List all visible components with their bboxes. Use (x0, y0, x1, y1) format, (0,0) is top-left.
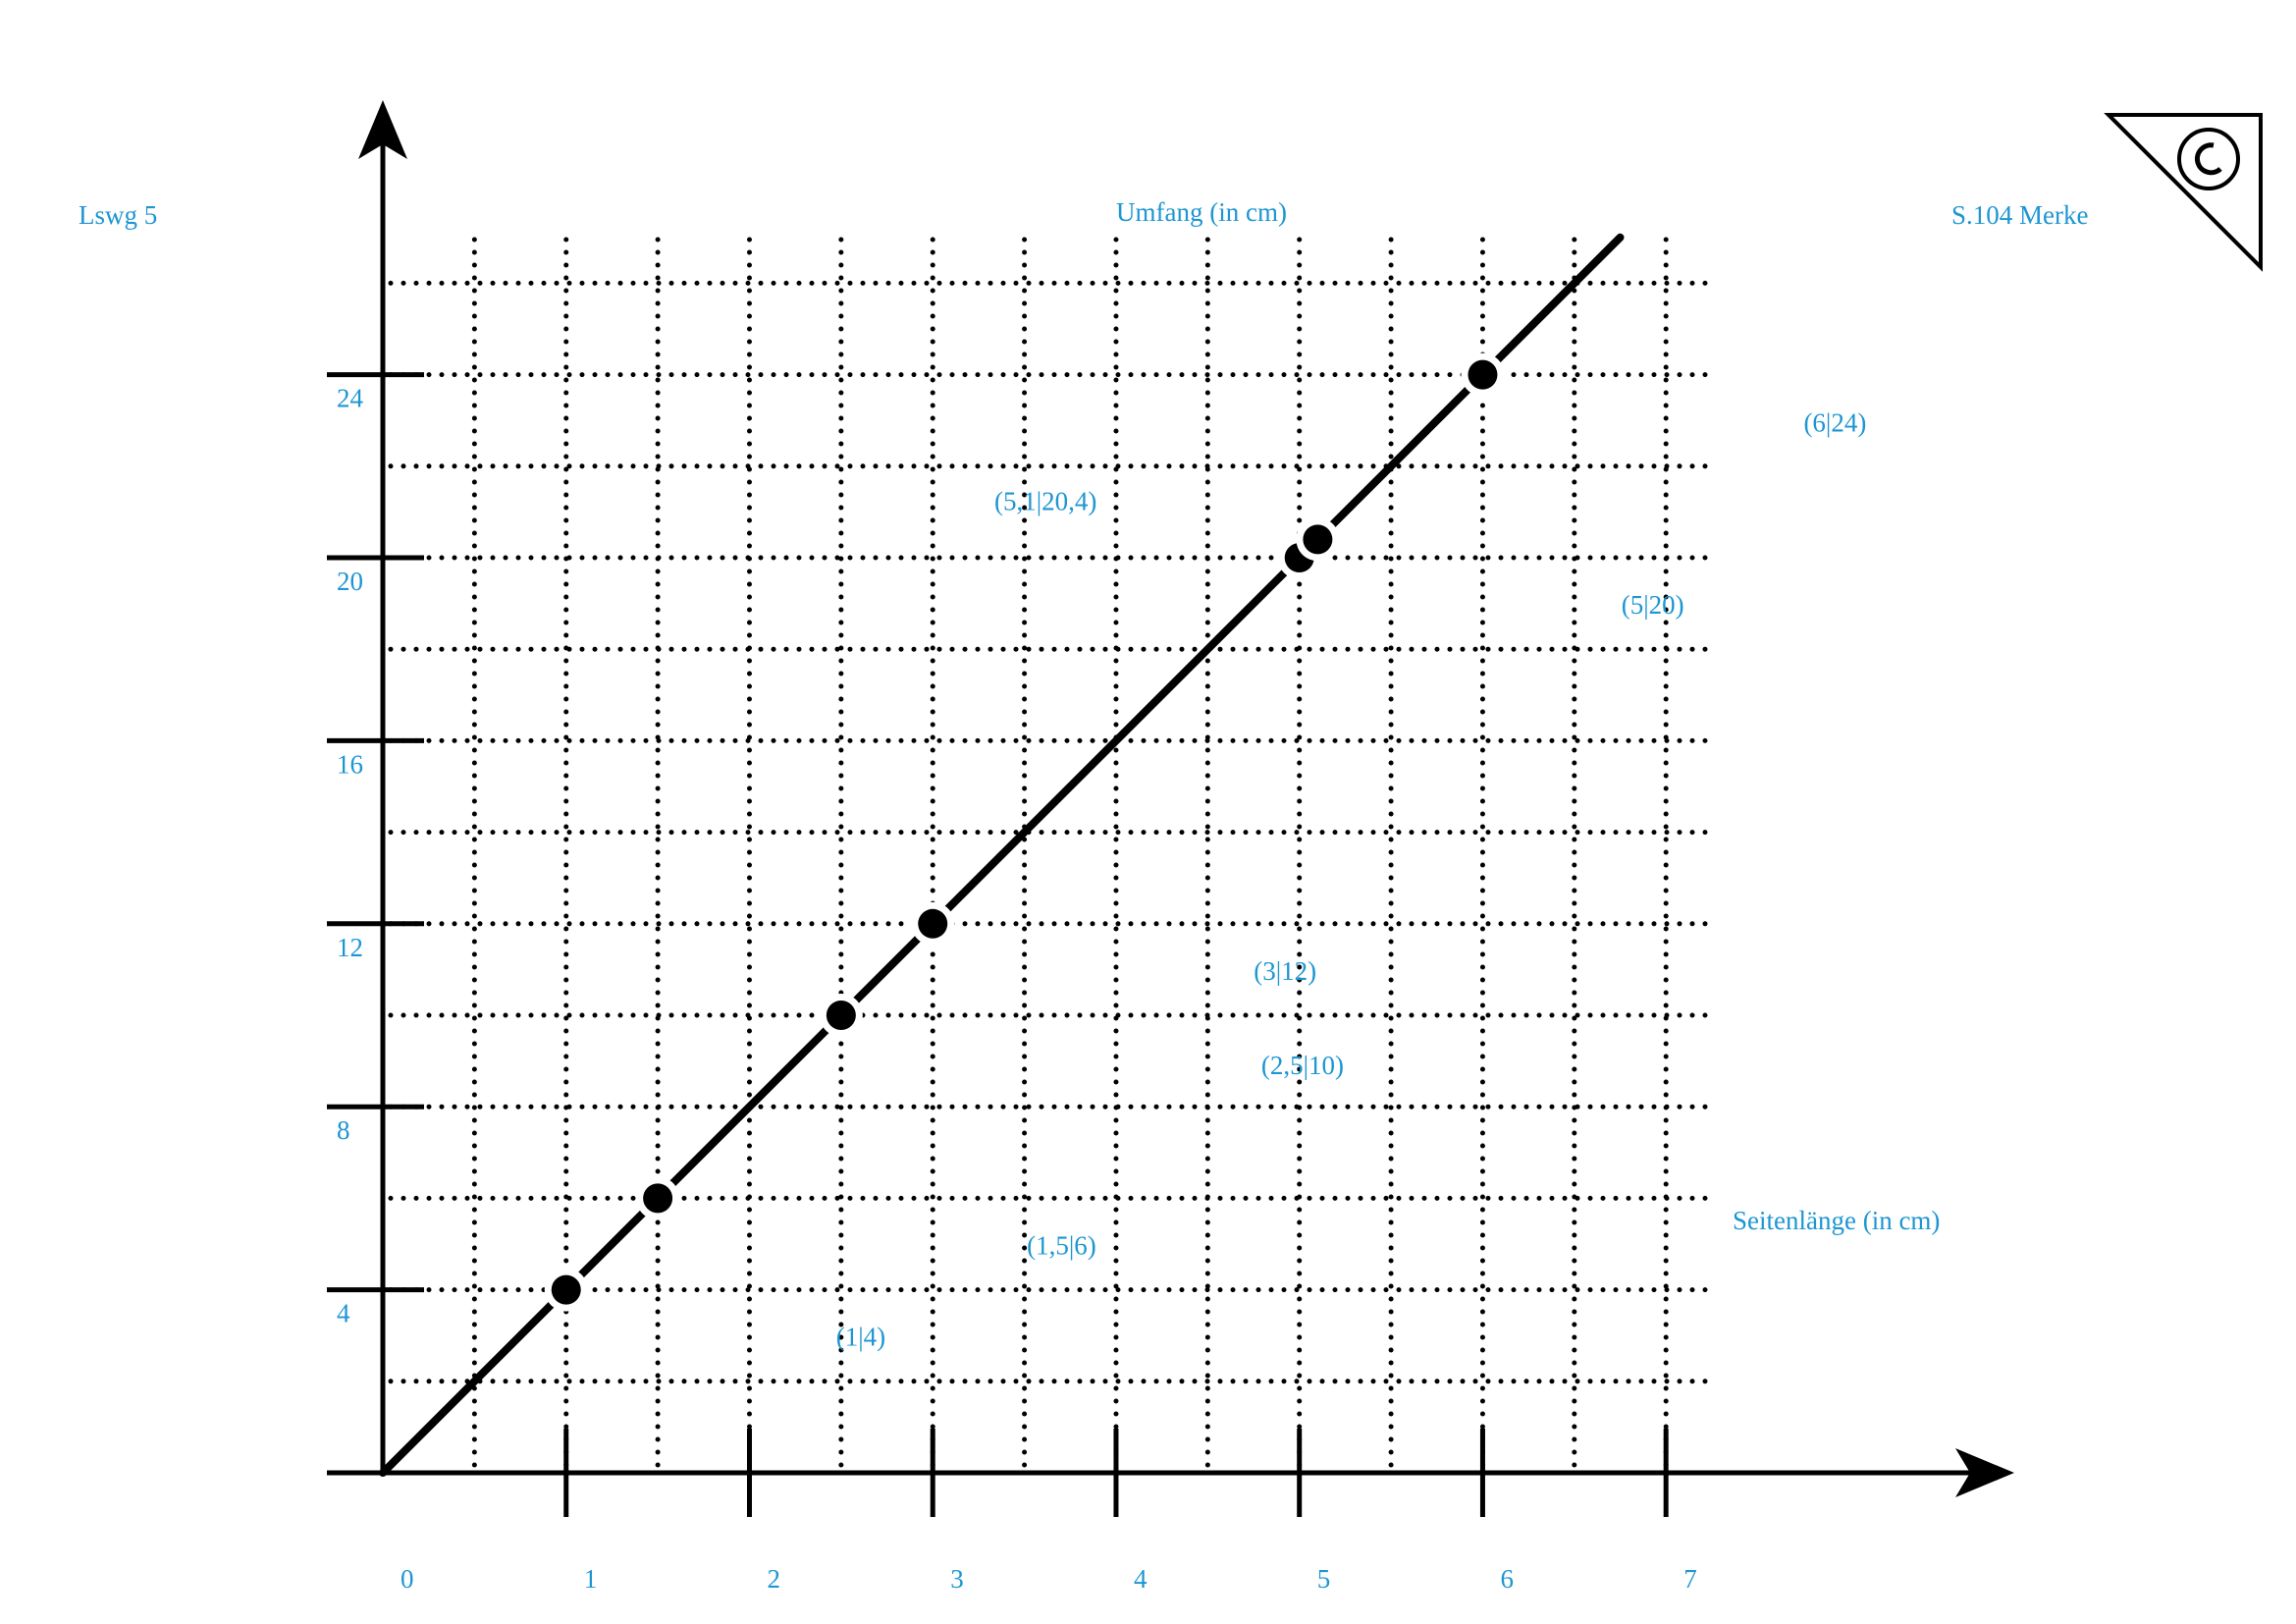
y-axis-arrow (358, 100, 407, 159)
y-tick-label: 24 (337, 384, 364, 413)
point (826, 1001, 856, 1030)
point (643, 1183, 673, 1214)
line (379, 233, 1625, 1477)
x-tick-label: 1 (584, 1564, 598, 1594)
x-axis-arrow (1955, 1448, 2014, 1497)
x-tick-label: 6 (1500, 1564, 1514, 1594)
x-axis-label: Seitenlänge (in cm) (1733, 1206, 1940, 1235)
x-tick-label: 7 (1683, 1564, 1697, 1594)
point (918, 908, 948, 939)
x-tick-label: 0 (400, 1564, 414, 1594)
point-label: (5|20) (1622, 590, 1684, 620)
x-tick-label: 5 (1317, 1564, 1331, 1594)
y-tick-label: 4 (337, 1299, 350, 1328)
y-tick-label: 12 (337, 933, 363, 962)
header-left: Lswg 5 (79, 200, 157, 230)
point-label: (5,1|20,4) (994, 486, 1096, 515)
corner-icon (2104, 113, 2263, 272)
point-label: (2,5|10) (1261, 1051, 1344, 1080)
point (551, 1274, 581, 1305)
y-tick-label: 16 (337, 749, 363, 779)
y-tick-label: 20 (337, 567, 363, 596)
point (1303, 524, 1333, 555)
y-axis-label: Umfang (in cm) (1116, 197, 1287, 227)
header-right: S.104 Merke (1951, 200, 2088, 230)
x-tick-label: 4 (1134, 1564, 1148, 1594)
point (1468, 359, 1498, 390)
point-label: (1|4) (836, 1323, 885, 1352)
point-label: (3|12) (1254, 956, 1316, 986)
x-tick-label: 3 (950, 1564, 964, 1594)
point-label: (6|24) (1803, 408, 1866, 438)
x-tick-label: 2 (767, 1564, 780, 1594)
point-label: (1,5|6) (1027, 1230, 1096, 1260)
y-tick-label: 8 (337, 1115, 350, 1145)
